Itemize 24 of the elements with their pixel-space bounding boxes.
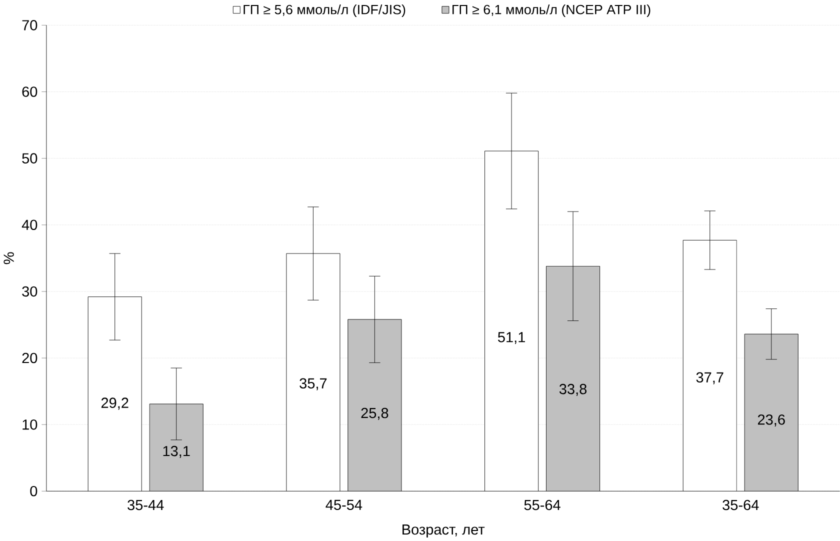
data-label: 29,2 xyxy=(101,398,128,410)
y-tick-label: 60 xyxy=(22,86,38,97)
data-label: 37,7 xyxy=(696,372,724,384)
y-tick-label: 10 xyxy=(22,419,38,430)
x-axis-title: Возраст, лет xyxy=(402,524,485,538)
data-label: 51,1 xyxy=(498,332,525,344)
x-tick-label: 35-64 xyxy=(722,500,759,510)
y-tick-label: 0 xyxy=(30,486,38,496)
data-label: 25,8 xyxy=(361,408,388,420)
legend-label: ГП ≥ 6,1 ммоль/л (NCEP ATP III) xyxy=(452,4,650,17)
data-label: 13,1 xyxy=(163,446,190,458)
y-tick-label: 20 xyxy=(22,352,38,364)
x-tick-label: 55-64 xyxy=(524,500,560,510)
y-axis-title: % xyxy=(4,252,14,264)
x-tick-label: 45-54 xyxy=(326,500,362,510)
data-label: 33,8 xyxy=(559,384,587,396)
data-label: 35,7 xyxy=(300,378,327,390)
y-tick-label: 50 xyxy=(22,153,38,164)
legend-label: ГП ≥ 5,6 ммоль/л (IDF/JIS) xyxy=(244,4,406,17)
y-tick-label: 70 xyxy=(22,20,38,30)
y-tick-label: 40 xyxy=(22,220,38,230)
y-tick-label: 30 xyxy=(22,286,38,296)
x-tick-label: 35-44 xyxy=(128,500,164,510)
data-label: 23,6 xyxy=(758,414,785,426)
